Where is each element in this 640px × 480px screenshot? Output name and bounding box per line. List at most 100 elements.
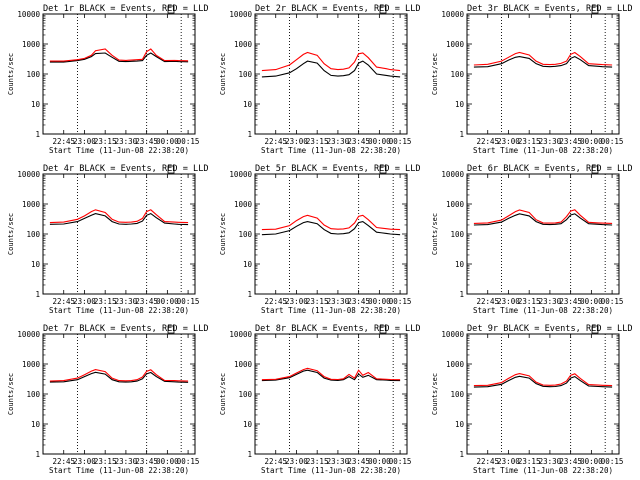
x-tick-label: 23:45 — [559, 457, 582, 466]
x-tick-label: 23:45 — [347, 137, 370, 146]
x-tick-label: 23:30 — [539, 137, 562, 146]
y-tick-label: 1000 — [446, 40, 465, 49]
series-line-events — [49, 52, 189, 63]
x-tick-label: 23:15 — [518, 137, 541, 146]
x-tick-label: 00:00 — [368, 297, 391, 306]
y-tick-label: 100 — [238, 390, 252, 399]
chart-title: Det 6r BLACK = Events, RED = LLD — [467, 164, 633, 174]
x-tick-label: 23:00 — [285, 457, 308, 466]
x-tick-label: 22:45 — [264, 457, 287, 466]
x-tick-label: 23:30 — [115, 457, 138, 466]
y-tick-label: 10 — [455, 100, 465, 109]
chart-title: Det 1r BLACK = Events, RED = LLD — [43, 4, 209, 14]
chart-panel-7: Det 7r BLACK = Events, RED = LLD 1 10 100 10… — [7, 324, 209, 475]
x-axis-label: Start Time (11-Jun-08 22:38:20) — [261, 306, 401, 315]
x-tick-label: 00:15 — [177, 297, 200, 306]
corner-box-icon — [591, 5, 599, 14]
y-tick-label: 100 — [26, 230, 40, 239]
x-axis-label: Start Time (11-Jun-08 22:38:20) — [49, 146, 189, 155]
chart-title: Det 9r BLACK = Events, RED = LLD — [467, 324, 633, 334]
chart-panel-5: Det 5r BLACK = Events, RED = LLD 1 10 100 10… — [219, 164, 421, 315]
y-tick-label: 100 — [450, 390, 464, 399]
y-tick-label: 10000 — [229, 10, 252, 19]
x-tick-label: 00:00 — [580, 137, 603, 146]
y-tick-label: 1 — [35, 130, 40, 139]
y-axis-label: Counts/sec — [7, 213, 15, 255]
y-tick-label: 100 — [26, 70, 40, 79]
x-tick-label: 00:15 — [389, 457, 412, 466]
chart-panel-3: Det 3r BLACK = Events, RED = LLD 1 10 100 10… — [431, 4, 633, 155]
x-tick-label: 23:00 — [497, 457, 520, 466]
x-tick-label: 00:15 — [389, 137, 412, 146]
x-tick-label: 22:45 — [52, 457, 75, 466]
x-tick-label: 23:45 — [135, 297, 158, 306]
plot-frame — [42, 173, 196, 295]
x-tick-label: 23:45 — [559, 297, 582, 306]
chart-title: Det 5r BLACK = Events, RED = LLD — [255, 164, 421, 174]
x-tick-label: 00:00 — [580, 457, 603, 466]
x-tick-label: 23:30 — [115, 297, 138, 306]
y-tick-label: 1 — [247, 450, 252, 459]
y-tick-label: 1 — [35, 450, 40, 459]
y-tick-label: 10000 — [17, 170, 40, 179]
x-tick-label: 22:45 — [476, 457, 499, 466]
x-tick-label: 23:15 — [518, 457, 541, 466]
x-tick-label: 23:45 — [135, 457, 158, 466]
y-tick-label: 1000 — [234, 200, 253, 209]
y-axis-label: Counts/sec — [219, 53, 227, 95]
plot-frame — [254, 13, 408, 135]
chart-title: Det 2r BLACK = Events, RED = LLD — [255, 4, 421, 14]
y-tick-label: 1 — [459, 450, 464, 459]
corner-box-icon — [591, 325, 599, 334]
series-line-events — [473, 213, 613, 226]
x-axis-label: Start Time (11-Jun-08 22:38:20) — [473, 466, 613, 475]
y-tick-label: 100 — [238, 70, 252, 79]
x-tick-label: 23:15 — [306, 457, 329, 466]
y-tick-label: 1000 — [22, 360, 41, 369]
series-line-events — [49, 212, 189, 226]
y-tick-label: 10000 — [441, 330, 464, 339]
x-tick-label: 00:15 — [389, 297, 412, 306]
corner-box-icon — [379, 165, 387, 174]
y-tick-label: 10000 — [229, 170, 252, 179]
series-line-events — [261, 60, 401, 78]
corner-box-icon — [167, 165, 175, 174]
x-axis-label: Start Time (11-Jun-08 22:38:20) — [49, 306, 189, 315]
x-tick-label: 23:30 — [115, 137, 138, 146]
series-line-events — [473, 375, 613, 388]
y-tick-label: 10 — [243, 260, 253, 269]
y-axis-label: Counts/sec — [431, 213, 439, 255]
chart-title: Det 4r BLACK = Events, RED = LLD — [43, 164, 209, 174]
x-tick-label: 23:00 — [285, 137, 308, 146]
x-tick-label: 00:15 — [601, 457, 624, 466]
x-tick-label: 23:30 — [539, 297, 562, 306]
series-line-events — [261, 369, 401, 382]
y-axis-label: Counts/sec — [431, 373, 439, 415]
chart-title: Det 8r BLACK = Events, RED = LLD — [255, 324, 421, 334]
x-tick-label: 00:15 — [177, 457, 200, 466]
y-tick-label: 1000 — [234, 40, 253, 49]
series-line-lld — [473, 209, 613, 224]
series-line-lld — [473, 373, 613, 387]
x-tick-label: 23:00 — [497, 297, 520, 306]
x-tick-label: 23:45 — [135, 137, 158, 146]
y-axis-label: Counts/sec — [431, 53, 439, 95]
y-tick-label: 100 — [450, 70, 464, 79]
series-line-lld — [49, 48, 189, 62]
y-tick-label: 1 — [459, 290, 464, 299]
y-tick-label: 100 — [26, 390, 40, 399]
x-tick-label: 23:15 — [94, 137, 117, 146]
x-tick-label: 22:45 — [52, 297, 75, 306]
corner-box-icon — [167, 5, 175, 14]
x-tick-label: 23:15 — [94, 457, 117, 466]
plot-frame — [42, 13, 196, 135]
x-tick-label: 23:00 — [285, 297, 308, 306]
x-axis-label: Start Time (11-Jun-08 22:38:20) — [473, 306, 613, 315]
x-axis-label: Start Time (11-Jun-08 22:38:20) — [261, 466, 401, 475]
y-tick-label: 100 — [450, 230, 464, 239]
y-axis-label: Counts/sec — [7, 53, 15, 95]
y-tick-label: 1000 — [22, 40, 41, 49]
x-tick-label: 23:15 — [306, 137, 329, 146]
y-tick-label: 10 — [31, 260, 41, 269]
